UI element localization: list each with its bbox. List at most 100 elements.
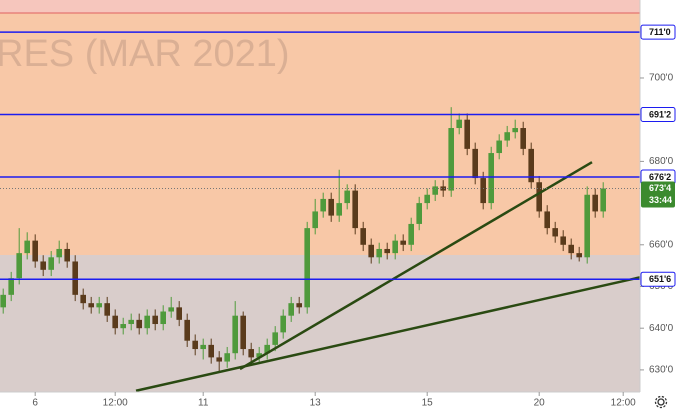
y-tick-label: 700'0 (649, 73, 674, 84)
candle-body (128, 319, 134, 325)
candle-body (424, 194, 430, 204)
candle-body (96, 303, 102, 308)
candle-body (368, 244, 374, 258)
candle-body (56, 248, 62, 258)
candle-body (488, 153, 494, 204)
level-tag (640, 271, 676, 287)
candle-body (288, 303, 294, 316)
candle-body (272, 332, 278, 345)
candle-body (280, 315, 286, 333)
candle-body (544, 211, 550, 229)
candle-body (184, 319, 190, 341)
candle-body (192, 340, 198, 350)
candle-body (472, 148, 478, 179)
candle-body (32, 240, 38, 262)
level-label: 676'2 (649, 172, 671, 182)
candle-body (224, 353, 230, 362)
level-tag (640, 24, 676, 40)
candle-body (304, 228, 310, 308)
candle-body (48, 257, 54, 270)
candle-body (376, 248, 382, 258)
countdown: 33:44 (649, 195, 672, 205)
zone (0, 13, 640, 255)
axes: 630'0640'0650'0660'0680'0700'0612:001113… (32, 24, 676, 409)
candle-body (536, 182, 542, 212)
y-tick-label: 630'0 (649, 365, 674, 376)
candle-body (440, 186, 446, 191)
x-tick-label: 12:00 (611, 398, 636, 409)
candle-body (160, 311, 166, 325)
candle-body (464, 119, 470, 149)
candle-body (24, 240, 30, 254)
candle-body (432, 186, 438, 195)
candle-body (200, 344, 206, 350)
x-tick-label: 15 (422, 398, 434, 409)
candle-body (360, 228, 366, 245)
candle-body (320, 198, 326, 212)
level-tag (640, 106, 676, 122)
candle-body (512, 128, 518, 133)
candle-body (400, 240, 406, 245)
level-label: 691'2 (649, 109, 671, 119)
candle-body (416, 203, 422, 224)
last-price-label: 673'4 (649, 183, 671, 193)
candle-body (120, 324, 126, 329)
candle-body (264, 344, 270, 354)
candle-body (40, 261, 46, 270)
candle-body (592, 194, 598, 212)
candle-body (104, 303, 110, 316)
candle-body (504, 132, 510, 141)
candle-body (456, 119, 462, 129)
candle-body (392, 240, 398, 254)
candle-body (240, 315, 246, 350)
candle-body (352, 190, 358, 229)
candle-body (8, 278, 14, 295)
level-label: 711'0 (649, 27, 671, 37)
plot-area: RES (MAR 2021) (0, 0, 640, 392)
candle-body (248, 349, 254, 358)
candle-body (560, 236, 566, 245)
candle-body (112, 315, 118, 329)
candle-body (80, 294, 86, 304)
candle-body (296, 303, 302, 308)
candle-body (312, 211, 318, 229)
candle-body (480, 178, 486, 204)
candle-body (336, 203, 342, 216)
candle-body (552, 228, 558, 237)
candle-body (72, 261, 78, 295)
candle-body (576, 253, 582, 258)
y-tick-label: 640'0 (649, 323, 674, 334)
x-tick-label: 20 (534, 398, 546, 409)
series-layer (0, 31, 640, 392)
level-label: 651'6 (649, 274, 671, 284)
y-tick-label: 680'0 (649, 156, 674, 167)
candle-body (568, 244, 574, 254)
candle-body (144, 315, 150, 329)
candle-body (328, 198, 334, 216)
candle-body (16, 253, 22, 279)
x-tick-label: 12:00 (103, 398, 128, 409)
zone (0, 0, 640, 13)
time-axis (0, 392, 640, 412)
candle-body (0, 294, 6, 308)
candle-body (256, 353, 262, 358)
y-tick-label: 660'0 (649, 239, 674, 250)
candle-body (216, 357, 222, 362)
candle-body (168, 307, 174, 312)
candle-body (232, 315, 238, 354)
settings-icon[interactable] (654, 395, 668, 409)
candle-body (344, 190, 350, 204)
candle-body (152, 315, 158, 325)
candle-body (520, 128, 526, 149)
x-tick-label: 11 (198, 398, 209, 409)
candle-body (384, 248, 390, 254)
candle-body (408, 223, 414, 245)
candle-body (496, 140, 502, 154)
last-price-tag (641, 181, 675, 208)
watermark: RES (MAR 2021) (0, 33, 290, 75)
candle-body (136, 319, 142, 329)
candle-body (528, 148, 534, 183)
candle-body (64, 248, 70, 262)
candle-body (584, 194, 590, 258)
